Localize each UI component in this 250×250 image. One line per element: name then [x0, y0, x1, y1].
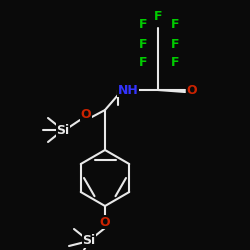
Text: O: O — [100, 216, 110, 228]
Text: F: F — [171, 38, 179, 51]
Text: NH: NH — [118, 84, 139, 96]
Text: F: F — [154, 10, 162, 22]
Text: O: O — [187, 84, 197, 96]
Text: F: F — [139, 18, 147, 30]
Text: O: O — [81, 108, 91, 120]
Text: F: F — [139, 56, 147, 68]
Text: F: F — [139, 38, 147, 51]
Text: F: F — [171, 56, 179, 68]
Text: F: F — [171, 18, 179, 30]
Text: Si: Si — [82, 234, 96, 248]
Text: Si: Si — [56, 124, 70, 136]
